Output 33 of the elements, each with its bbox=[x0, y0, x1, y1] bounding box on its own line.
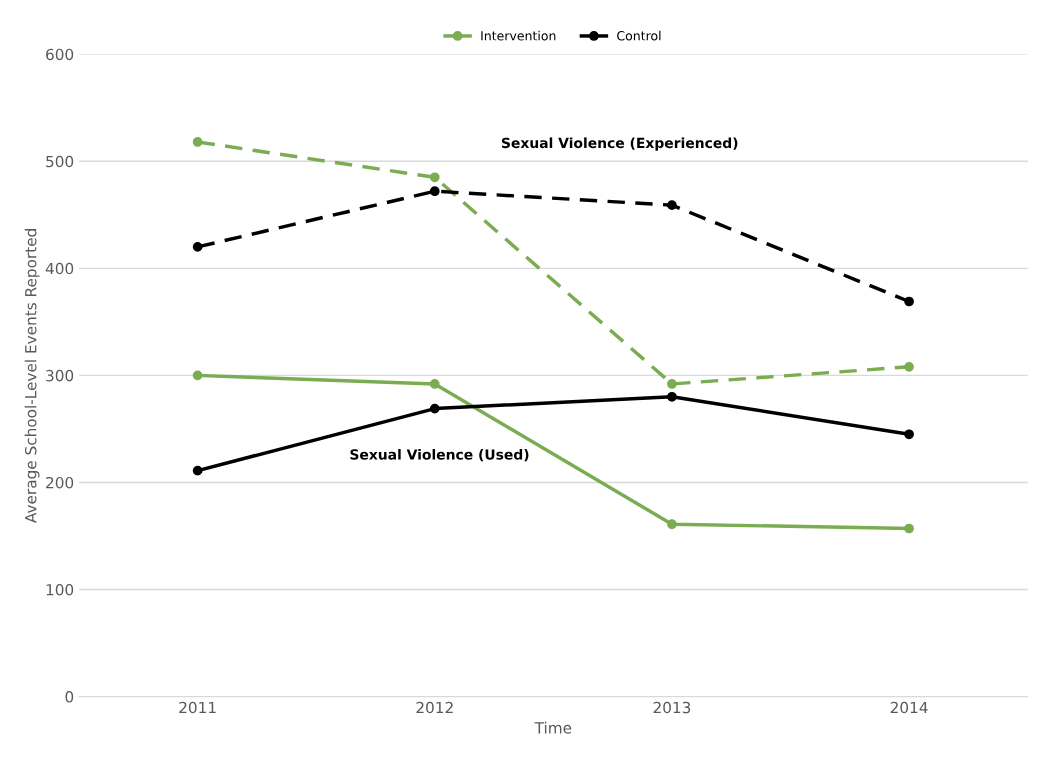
x-tick-label: 2011 bbox=[179, 701, 216, 714]
point bbox=[429, 403, 440, 414]
point bbox=[904, 296, 914, 307]
point bbox=[904, 361, 914, 372]
x-tick-label: 2012 bbox=[416, 701, 453, 714]
x-axis-title: Time bbox=[534, 721, 572, 734]
y-tick-label: 500 bbox=[46, 155, 74, 168]
point bbox=[667, 379, 677, 389]
point bbox=[429, 186, 440, 197]
legend-label: Intervention bbox=[481, 30, 556, 41]
legend-label: Control bbox=[617, 30, 661, 41]
y-tick-label: 400 bbox=[45, 262, 74, 275]
point bbox=[667, 391, 677, 402]
annotation: Sexual Violence (Experienced) bbox=[501, 137, 738, 151]
x-tick-label: 2013 bbox=[653, 701, 691, 714]
y-tick-label: 600 bbox=[46, 48, 74, 61]
point bbox=[904, 429, 914, 440]
y-axis-title: Average School-Level Events Reported bbox=[24, 229, 40, 523]
point bbox=[192, 465, 203, 476]
point bbox=[192, 137, 203, 147]
point bbox=[429, 172, 440, 183]
point bbox=[667, 519, 677, 530]
point bbox=[192, 242, 203, 252]
y-tick-label: 200 bbox=[46, 476, 74, 489]
x-tick-label: 2014 bbox=[890, 701, 928, 714]
point bbox=[429, 379, 440, 389]
point bbox=[192, 370, 203, 381]
y-tick-label: 0 bbox=[65, 691, 74, 703]
point bbox=[904, 523, 914, 534]
y-tick-label: 300 bbox=[46, 369, 74, 382]
point bbox=[667, 200, 677, 211]
y-tick-label: 100 bbox=[46, 584, 74, 596]
annotation: Sexual Violence (Used) bbox=[350, 448, 529, 462]
